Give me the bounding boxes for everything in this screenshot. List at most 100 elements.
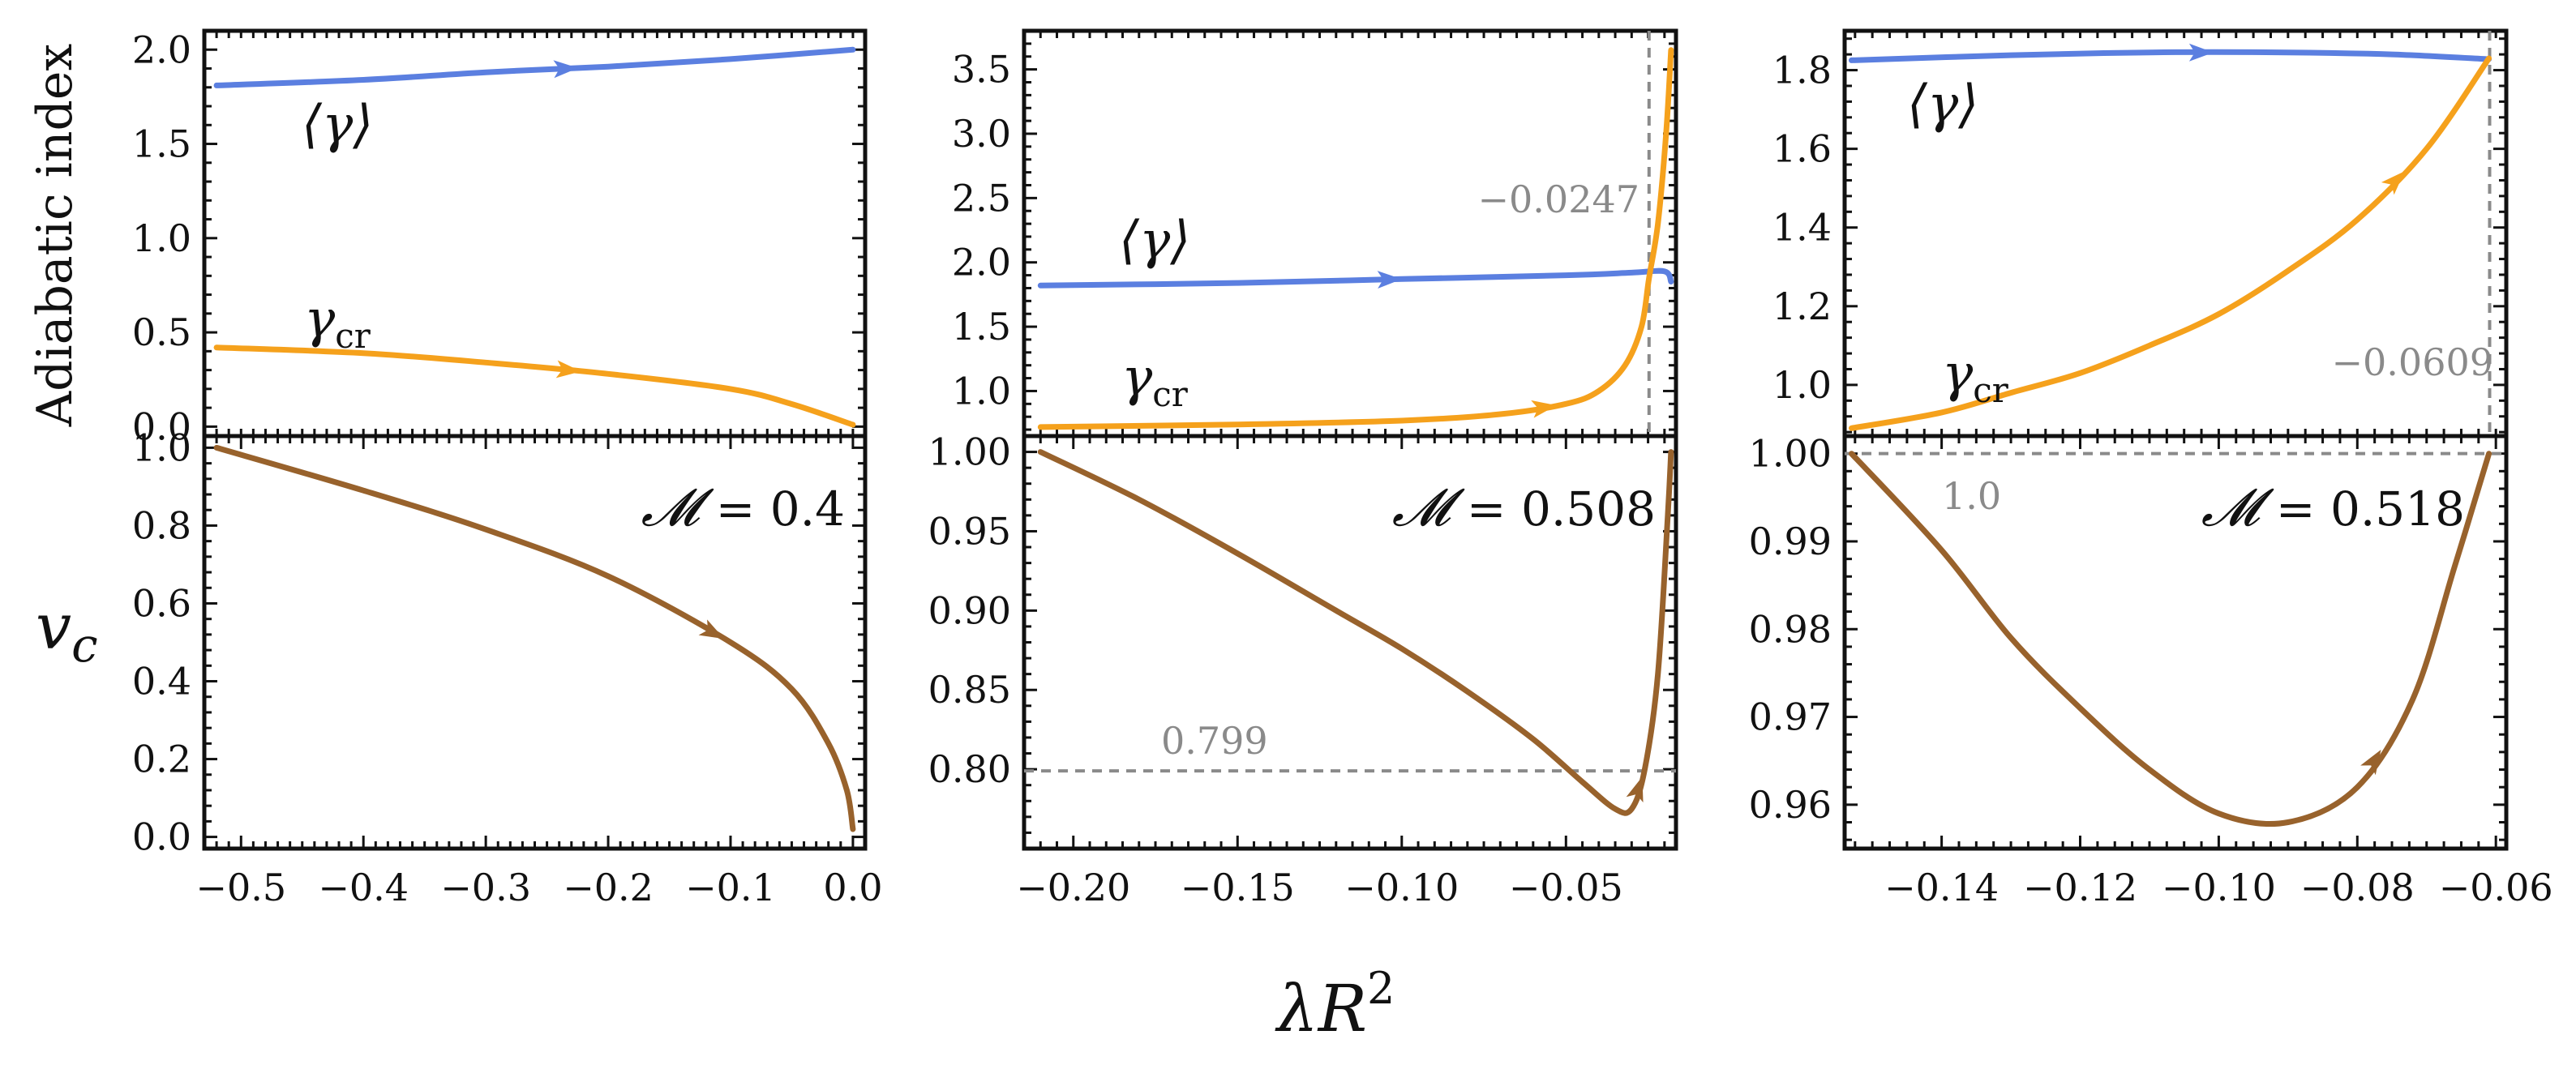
x-tick-label: −0.05 xyxy=(1509,866,1623,909)
label-gamma-cr-base: γ xyxy=(1121,348,1153,408)
horizontal-reference-label: 1.0 xyxy=(1942,474,2001,518)
x-tick-label: −0.10 xyxy=(1344,866,1459,909)
x-tick-label: −0.2 xyxy=(563,866,654,909)
x-tick-label: −0.4 xyxy=(318,866,409,909)
y-tick-label: 0.0 xyxy=(132,404,191,448)
y-tick-label: 0.85 xyxy=(928,668,1011,712)
x-tick-label: −0.15 xyxy=(1181,866,1295,909)
mass-symbol: 𝓜 xyxy=(641,478,716,538)
panel-frame-top-left xyxy=(202,28,868,438)
y-tick-label: 0.80 xyxy=(928,747,1011,791)
y-tick-label: 2.5 xyxy=(952,176,1011,220)
y-tick-label: 2.0 xyxy=(132,28,191,71)
panel-frame-bottom-right xyxy=(1842,434,2509,851)
direction-arrow-vc xyxy=(2360,749,2381,776)
mass-value: = 0.518 xyxy=(2276,481,2465,537)
y-axis-label-vc-base: v xyxy=(36,591,71,664)
x-axis-label: λR2 xyxy=(1275,963,1395,1046)
y-tick-label: 0.0 xyxy=(132,815,191,859)
y-tick-label: 1.0 xyxy=(132,426,191,469)
y-axis-label-vc: vc xyxy=(36,591,98,673)
label-avg-gamma: ⟨γ⟩ xyxy=(1907,75,1978,135)
series-line-avg_gamma xyxy=(1037,267,1674,289)
x-tick-label: −0.06 xyxy=(2439,866,2553,909)
y-tick-label: 1.0 xyxy=(132,216,191,260)
x-tick-label: −0.3 xyxy=(440,866,531,909)
y-tick-label: 3.5 xyxy=(952,48,1011,92)
horizontal-reference-label: 0.799 xyxy=(1161,719,1268,763)
y-tick-label: 2.0 xyxy=(952,241,1011,284)
y-tick-label: 1.5 xyxy=(952,305,1011,349)
mass-symbol: 𝓜 xyxy=(1392,478,1467,538)
y-tick-label: 1.4 xyxy=(1772,206,1832,250)
mass-value: = 0.508 xyxy=(1467,481,1656,537)
y-tick-label: 0.6 xyxy=(132,581,191,625)
x-tick-label: −0.08 xyxy=(2300,866,2415,909)
mass-parameter-label: 𝓜 = 0.4 xyxy=(641,478,845,538)
x-axis-label-sup: 2 xyxy=(1367,963,1395,1014)
direction-arrow-gamma_cr xyxy=(1531,400,1557,418)
x-tick-label: −0.14 xyxy=(1884,866,1999,909)
label-gamma-cr: γcr xyxy=(1121,348,1189,414)
series-line-vc xyxy=(1037,449,1674,816)
y-tick-label: 1.2 xyxy=(1772,284,1832,328)
y-tick-label: 0.8 xyxy=(132,503,191,547)
direction-arrow-gamma_cr xyxy=(2381,171,2405,195)
x-tick-label: −0.12 xyxy=(2023,866,2137,909)
label-gamma-cr: γcr xyxy=(304,289,371,356)
panel-bottom-right: 0.96 0.97 0.98 0.99 1.00 −0.14 −0.12 −0.10 −0.08… xyxy=(1749,432,2553,909)
mass-symbol: 𝓜 xyxy=(2201,478,2276,538)
series-line-avg_gamma xyxy=(213,46,856,88)
panel-top-left: 0.0 0.5 1.0 1.5 2.0 ⟨γ⟩ γcr xyxy=(132,28,868,448)
direction-arrow-vc xyxy=(698,619,725,639)
mass-parameter-label: 𝓜 = 0.518 xyxy=(2201,478,2465,538)
label-gamma-cr: γcr xyxy=(1942,344,2009,410)
series-line-avg_gamma xyxy=(1849,49,2492,63)
y-tick-label: 0.90 xyxy=(928,588,1011,632)
mass-parameter-label: 𝓜 = 0.508 xyxy=(1392,478,1656,538)
direction-arrow-vc xyxy=(1626,776,1644,803)
y-tick-label: 0.98 xyxy=(1749,607,1832,651)
x-axis-label-base: λR xyxy=(1275,971,1367,1046)
series-line-gamma_cr xyxy=(213,344,856,428)
series-line-gamma_cr xyxy=(1849,55,2492,431)
x-tick-label: −0.1 xyxy=(685,866,776,909)
y-tick-label: 1.8 xyxy=(1772,49,1832,92)
y-tick-label: 0.95 xyxy=(928,509,1011,553)
series-line-vc xyxy=(213,444,856,832)
y-tick-label: 1.00 xyxy=(1749,432,1832,476)
panel-bottom-left: 0.0 0.2 0.4 0.6 0.8 1.0 −0.5 −0.4 −0.3 −0.2 −0.1 0.… xyxy=(132,426,883,909)
y-tick-label: 0.96 xyxy=(1749,783,1832,827)
series-line-vc xyxy=(1849,451,2492,828)
direction-arrow-avg_gamma xyxy=(1377,271,1402,289)
label-gamma-cr-base: γ xyxy=(304,289,336,349)
y-tick-label: 1.0 xyxy=(952,369,1011,413)
x-tick-label: −0.20 xyxy=(1016,866,1130,909)
y-axis-label-adiabatic-index: Adiabatic index xyxy=(27,44,84,428)
y-tick-label: 0.5 xyxy=(132,310,191,354)
y-tick-label: 0.4 xyxy=(132,660,191,704)
y-tick-label: 0.99 xyxy=(1749,520,1832,563)
y-tick-label: 0.97 xyxy=(1749,695,1832,739)
label-avg-gamma: ⟨γ⟩ xyxy=(302,95,373,155)
y-axis-label-vc-sub: c xyxy=(71,618,97,673)
label-avg-gamma: ⟨γ⟩ xyxy=(1119,211,1190,271)
x-tick-label: 0.0 xyxy=(823,866,882,909)
x-tick-label: −0.10 xyxy=(2162,866,2276,909)
y-tick-label: 1.0 xyxy=(1772,363,1832,407)
x-tick-label: −0.5 xyxy=(195,866,286,909)
y-tick-label: 0.2 xyxy=(132,738,191,781)
direction-arrow-gamma_cr xyxy=(555,360,581,379)
y-tick-label: 1.5 xyxy=(132,122,191,166)
mass-value: = 0.4 xyxy=(716,481,845,537)
panel-top-right: 1.0 1.2 1.4 1.6 1.8 −0.0609 ⟨γ⟩ γcr xyxy=(1772,28,2509,438)
label-gamma-cr-sub: cr xyxy=(1973,370,2009,410)
vertical-reference-label: −0.0609 xyxy=(2332,340,2494,384)
label-gamma-cr-base: γ xyxy=(1942,344,1974,404)
y-tick-label: 3.0 xyxy=(952,112,1011,156)
label-gamma-cr-sub: cr xyxy=(335,316,371,356)
panel-bottom-middle: 0.80 0.85 0.90 0.95 1.00 −0.20 −0.15 −0.10 −0.05… xyxy=(928,430,1678,909)
y-tick-label: 1.6 xyxy=(1772,127,1832,171)
direction-arrow-avg_gamma xyxy=(2188,43,2214,62)
